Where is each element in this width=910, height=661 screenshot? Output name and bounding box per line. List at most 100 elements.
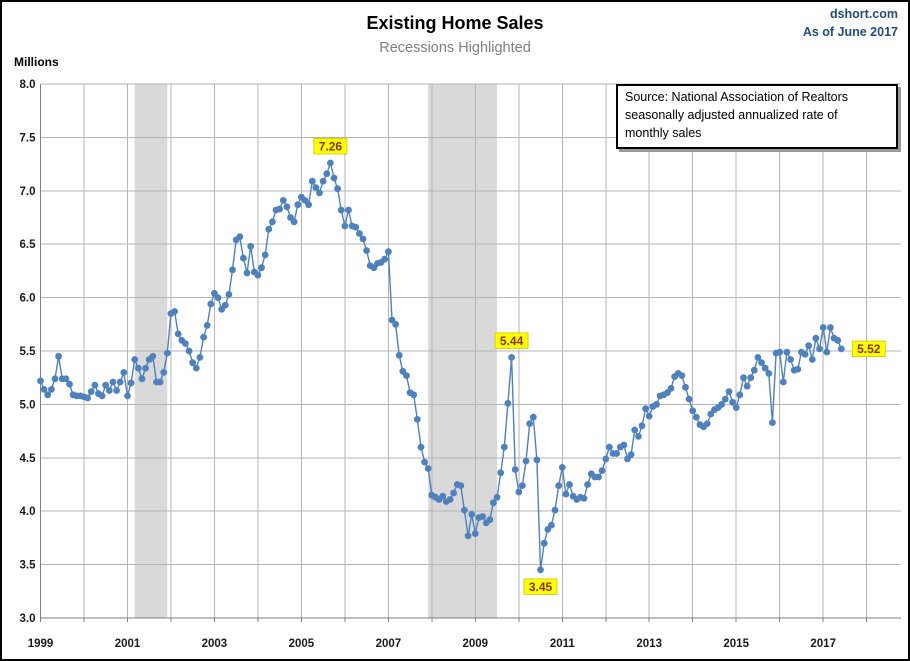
data-point-marker [124,392,131,400]
data-point-marker [66,380,73,388]
data-point-marker [337,206,345,214]
data-point-marker [142,364,150,372]
data-point-marker [533,456,541,464]
data-point-marker [109,378,117,386]
data-point-marker [105,387,113,394]
data-point-marker [555,482,563,489]
data-point-marker [508,354,515,361]
data-point-marker [750,366,758,374]
data-point-marker [334,185,341,193]
data-point-marker [606,443,613,451]
source-line-1: Source: National Association of Realtors [625,90,849,104]
data-point-marker [776,348,784,356]
data-point-marker [682,383,689,391]
data-point-marker [703,420,711,427]
data-point-marker [163,349,171,357]
svg-text:5.52: 5.52 [857,342,881,356]
data-point-marker [805,342,813,350]
data-point-marker [312,184,320,192]
data-point-marker [642,405,649,413]
x-axis-tick-label: 2001 [115,638,141,650]
annotation-5.52: 5.52 [851,340,886,358]
annotation-3.45: 3.45 [523,578,558,595]
y-axis-tick-label: 7.5 [20,132,37,144]
data-point-marker [689,407,697,415]
data-point-marker [732,404,740,411]
data-point-marker [457,482,465,489]
data-point-marker [631,426,639,434]
data-point-marker [316,189,323,197]
data-point-marker [51,375,59,383]
data-point-marker [116,378,124,386]
data-point-marker [294,201,302,209]
data-point-marker [327,159,334,167]
data-point-marker [515,488,523,496]
data-point-marker [497,469,505,477]
data-point-marker [330,174,338,182]
x-axis-tick-label: 2015 [723,638,749,650]
x-axis-tick-label: 2009 [463,638,489,650]
data-point-marker [808,356,816,363]
data-point-marker [519,482,526,489]
data-point-marker [721,395,729,403]
data-point-marker [450,489,457,497]
data-point-marker [305,201,312,209]
data-point-marker [127,379,135,387]
data-point-marker [758,359,765,367]
y-axis-tick-label: 5.0 [20,399,36,411]
data-point-marker [352,223,360,231]
data-point-marker [203,322,211,329]
data-point-marker [240,254,247,262]
data-point-marker [464,532,472,540]
data-point-marker [229,266,236,274]
source-note-box: Source: National Association of Realtors… [616,84,898,150]
data-point-marker [290,218,298,226]
data-point-marker [182,340,189,347]
data-point-marker [269,218,276,226]
data-point-marker [602,455,610,463]
data-point-marker [562,490,570,498]
data-point-marker [827,324,834,331]
data-point-marker [40,386,48,393]
svg-text:7.26: 7.26 [319,140,343,154]
data-point-marker [392,320,399,328]
data-point-marker [356,230,363,237]
data-point-marker [196,354,204,361]
data-point-marker [540,539,548,547]
data-point-marker [837,345,845,353]
data-point-marker [131,356,139,363]
data-point-marker [308,177,316,185]
data-point-marker [645,412,653,420]
y-axis-tick-label: 8.0 [20,79,36,91]
x-axis-tick-label: 2017 [810,638,836,650]
data-point-marker [283,203,291,211]
data-point-marker [736,391,744,399]
y-axis-tick-label: 6.5 [20,239,37,251]
data-point-marker [174,330,182,338]
x-axis-tick-label: 2011 [550,638,576,650]
brand-as-of-date: As of June 2017 [802,25,898,39]
y-axis-tick-label: 3.0 [20,613,36,625]
source-line-3: monthly sales [625,125,702,140]
data-point-marker [479,513,486,520]
data-point-marker [279,197,287,204]
data-point-marker [276,205,283,213]
y-axis-tick-label: 3.5 [20,560,37,572]
data-point-marker [413,416,421,423]
data-point-marker [247,242,255,250]
y-axis-title: Millions [14,55,59,69]
data-point-marker [84,394,91,402]
data-point-marker [779,378,787,386]
data-point-marker [729,398,736,406]
data-point-marker [754,354,762,361]
data-point-marker [160,369,168,376]
data-point-marker [149,352,157,360]
data-point-marker [225,291,233,298]
data-point-marker [627,451,635,458]
data-point-marker [359,235,367,243]
data-point-marker [120,369,128,376]
data-point-marker [395,351,403,359]
y-axis-tick-label: 7.0 [20,186,36,198]
data-point-marker [410,391,418,399]
data-point-marker [638,422,646,430]
